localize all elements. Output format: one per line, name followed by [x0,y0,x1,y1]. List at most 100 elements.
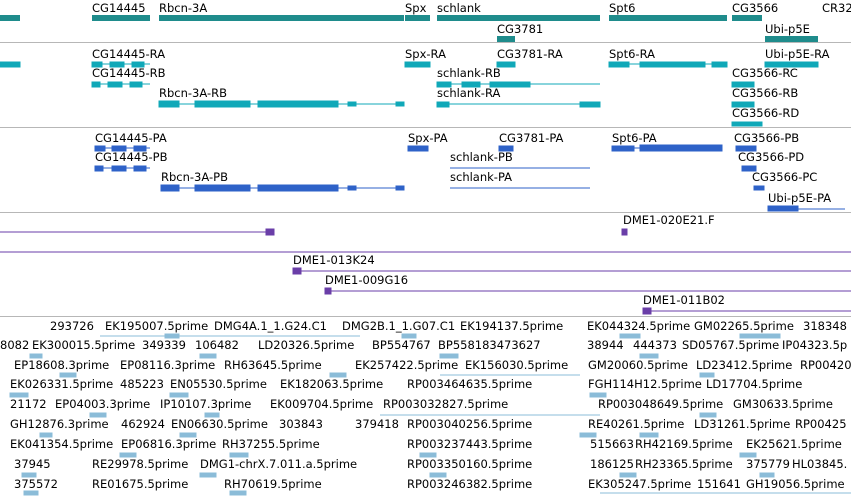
gene-label[interactable]: Spx [405,1,427,15]
est-label[interactable]: GM02265.5prime [694,319,794,333]
est-label[interactable]: LD31261.5prime [694,417,790,431]
protein-label[interactable]: CG3566-PB [734,131,799,145]
est-label[interactable]: RE29978.5prime [92,457,188,471]
mrna-feature[interactable] [0,61,21,68]
mrna-exon[interactable] [731,121,763,127]
protein-exon[interactable] [94,145,106,152]
gene-feature[interactable] [437,15,600,21]
est-label[interactable]: EK009704.5prime [270,397,373,411]
mrna-exon[interactable] [608,61,630,68]
mrna-label[interactable]: Rbcn-3A-RB [159,86,227,100]
mrna-exon[interactable] [257,100,339,108]
est-label[interactable]: EK026331.5prime [10,377,113,391]
est-label[interactable]: EK156030.5prime [465,358,568,372]
est-label[interactable]: 293726 [50,319,94,333]
protein-label[interactable]: CG14445-PB [95,150,168,164]
mrna-exon[interactable] [711,61,728,68]
est-feature[interactable] [29,353,43,359]
est-feature[interactable] [759,472,775,478]
gene-feature[interactable] [497,36,515,42]
est-label[interactable]: RE01675.5prime [92,477,188,491]
est-feature[interactable] [589,392,607,398]
gene-feature[interactable] [92,15,150,21]
mrna-exon[interactable] [496,61,516,68]
mrna-exon[interactable] [731,81,755,88]
mrna-label[interactable]: CG3566-RC [732,66,798,80]
est-label[interactable]: LD20326.5prime [258,338,354,352]
est-label[interactable]: EP08116.3prime [120,358,215,372]
protein-exon[interactable] [111,145,127,152]
est-label[interactable]: RE40261.5prime [588,417,684,431]
mrna-exon[interactable] [461,81,481,88]
protein-label[interactable]: CG3566-PC [752,170,817,184]
est-feature[interactable] [9,392,29,398]
mrna-exon[interactable] [639,61,706,68]
protein-label[interactable]: CG3566-PD [738,150,804,164]
est-label[interactable]: EK041354.5prime [10,437,113,451]
gene-label[interactable]: Ubi-p5E [765,22,810,36]
gene-feature[interactable] [732,15,762,21]
mrna-exon[interactable] [347,101,357,107]
est-feature[interactable] [329,372,347,378]
est-feature[interactable] [199,353,217,359]
protein-exon[interactable] [94,165,104,172]
gene-label[interactable]: Rbcn-3A [159,1,207,15]
protein-exon[interactable] [133,165,147,172]
est-label[interactable]: RP003350160.5prime [407,457,532,471]
est-label[interactable]: GM20060.5prime [588,358,688,372]
est-feature[interactable] [619,333,641,339]
mrna-exon[interactable] [489,81,531,88]
est-feature[interactable] [23,490,39,496]
est-label[interactable]: RP003237443.5prime [407,437,532,451]
est-feature[interactable] [21,472,37,478]
mrna-exon[interactable] [91,61,103,68]
protein-exon[interactable] [407,145,429,152]
protein-exon[interactable] [735,145,757,152]
est-label[interactable]: RP003040256.5prime [407,417,532,431]
protein-exon[interactable] [133,145,147,152]
protein-exon[interactable] [194,184,251,192]
est-feature[interactable] [89,412,107,418]
mrna-exon[interactable] [129,81,143,88]
est-label[interactable]: SD05767.5prime [682,338,779,352]
est-feature[interactable] [639,353,659,359]
est-label[interactable]: 151641 [697,477,741,491]
est-feature[interactable] [739,333,781,339]
est-feature[interactable] [199,472,217,478]
est-feature[interactable] [39,432,53,438]
gene-label[interactable]: CG3781 [497,22,543,36]
mrna-label[interactable]: CG3781-RA [497,47,563,61]
mrna-exon[interactable] [194,100,251,108]
protein-exon[interactable] [741,165,757,172]
est-label[interactable]: EK257422.5prime [355,358,458,372]
est-label[interactable]: 515663 [590,437,634,451]
protein-label[interactable]: Rbcn-3A-PB [161,170,228,184]
gene-feature[interactable] [405,15,430,21]
est-feature[interactable] [579,432,597,438]
gene-label[interactable]: CG14445 [92,1,146,15]
est-label[interactable]: 38944 [587,338,624,352]
est-feature[interactable] [439,353,459,359]
est-label[interactable]: EK194137.5prime [460,319,563,333]
protein-label[interactable]: Spt6-PA [612,131,657,145]
protein-exon[interactable] [160,184,180,192]
mrna-exon[interactable] [131,61,145,68]
protein-label[interactable]: Ubi-p5E-PA [768,191,831,205]
protein-exon[interactable] [498,145,514,152]
mrna-label[interactable]: Spt6-RA [609,47,655,61]
protein-exon[interactable] [257,184,339,192]
mrna-label[interactable]: CG3566-RB [732,86,798,100]
est-feature[interactable] [739,452,757,458]
est-label[interactable]: BP558183473627 [438,338,541,352]
est-feature[interactable] [699,412,717,418]
protein-label[interactable]: schlank-PB [450,150,513,164]
protein-label[interactable]: CG14445-PA [95,131,167,145]
est-label[interactable]: 462924 [121,417,165,431]
est-label[interactable]: 444373 [633,338,677,352]
est-label[interactable]: BP554767 [372,338,431,352]
mrna-exon[interactable] [731,101,755,108]
est-label[interactable]: RP003246382.5prime [407,477,532,491]
mrna-label[interactable]: CG14445-RA [92,47,165,61]
est-label[interactable]: EN06630.5prime [171,417,268,431]
est-label[interactable]: EK044324.5prime [587,319,690,333]
